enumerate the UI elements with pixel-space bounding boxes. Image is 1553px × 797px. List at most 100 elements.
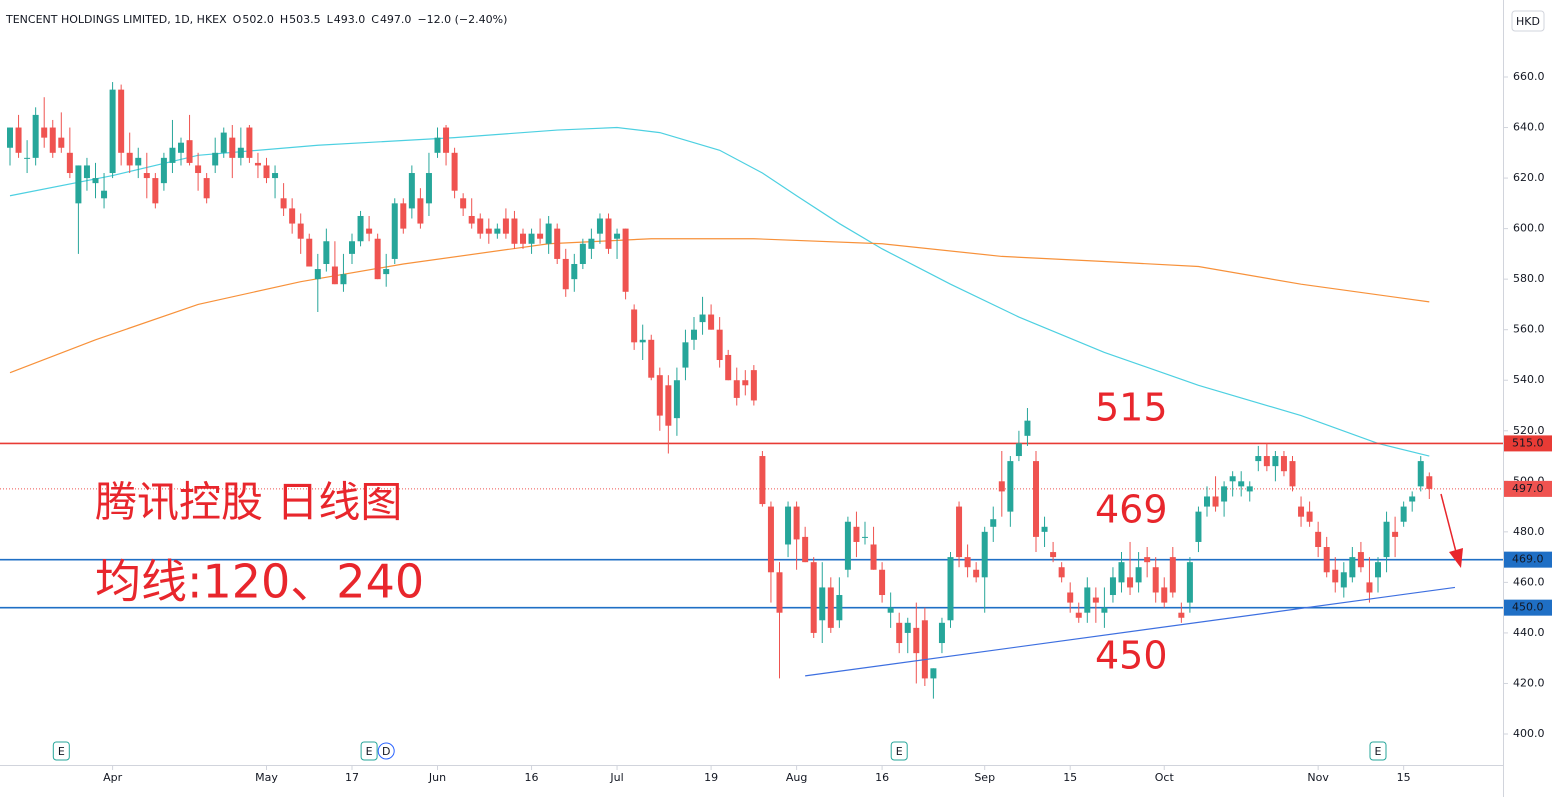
y-tick-label: 660.0 [1513, 70, 1545, 83]
candle-body [537, 233, 544, 239]
candle-body [109, 89, 116, 174]
candle-body [254, 162, 261, 166]
candle-body [836, 595, 843, 621]
candle-body [425, 173, 432, 204]
x-tick-label: Jul [609, 771, 623, 784]
event-badge [1369, 741, 1387, 761]
candle-body [1392, 531, 1399, 537]
candle-body [733, 380, 740, 398]
candle-body [793, 506, 800, 540]
candle-body [451, 152, 458, 191]
candle-body [802, 536, 809, 563]
candle-body [708, 314, 715, 330]
candle-body [545, 223, 552, 244]
candle-body [1169, 557, 1176, 593]
x-tick-label: Nov [1307, 771, 1329, 784]
event-badge [360, 741, 378, 761]
candle-body [24, 157, 31, 159]
y-tick-label: 440.0 [1513, 626, 1545, 639]
candle-body [15, 127, 22, 153]
candle-body [1298, 506, 1305, 517]
candle-body [862, 536, 868, 538]
candle-body [237, 147, 244, 158]
plot: 400.0420.0440.0460.0480.0500.0520.0540.0… [0, 70, 1552, 784]
candle-body [1144, 557, 1151, 563]
header-text: 497.0 [380, 13, 412, 26]
candle-body [682, 342, 689, 368]
event-label: D [382, 745, 390, 758]
candle-body [1280, 456, 1287, 472]
candle-body [434, 137, 441, 153]
y-tick-label: 640.0 [1513, 121, 1545, 134]
annotation: 450 [1095, 634, 1168, 678]
candle-body [1383, 521, 1390, 558]
candle-body [178, 142, 184, 153]
candle-body [1067, 592, 1074, 603]
candle-body [1366, 582, 1373, 593]
candle-body [767, 506, 774, 573]
currency-badge[interactable] [1511, 10, 1545, 32]
price-label-bg [1504, 599, 1552, 616]
candle-body [1306, 511, 1313, 522]
price-label-bg [1504, 435, 1552, 452]
x-tick-label: Apr [103, 771, 123, 784]
candle-body [246, 127, 253, 158]
candle-body [118, 89, 125, 153]
x-tick-label: May [255, 771, 278, 784]
candle-body [947, 557, 954, 621]
candle-body [853, 526, 860, 542]
candle-body [1400, 506, 1407, 522]
candle-body [357, 215, 364, 242]
candle-body [169, 147, 176, 163]
candle-body [349, 241, 355, 254]
price-label: 450.0 [1512, 601, 1544, 614]
x-tick-label: Aug [786, 771, 807, 784]
y-tick-label: 400.0 [1513, 727, 1545, 740]
candle-body [443, 127, 450, 153]
candle-body [1178, 612, 1185, 618]
y-tick-label: 600.0 [1513, 222, 1545, 235]
candle-body [1340, 572, 1347, 588]
candle-body [1084, 587, 1091, 613]
header-text: 493.0 [334, 13, 366, 26]
candle-body [870, 544, 877, 570]
candle-body [374, 238, 381, 280]
candle-body [1101, 607, 1108, 613]
x-tick-label: 15 [1397, 771, 1411, 784]
candle-body [101, 190, 108, 199]
candle-body [1426, 476, 1433, 489]
candle-body [32, 114, 39, 158]
price-label: 515.0 [1512, 436, 1544, 449]
candle-body [579, 243, 586, 264]
candle-body [1289, 461, 1296, 487]
price-label-bg [1504, 480, 1552, 497]
candle-body [468, 215, 475, 224]
candle-body [49, 127, 56, 153]
x-tick-label: 16 [875, 771, 889, 784]
candle-body [750, 370, 757, 401]
price-label: 469.0 [1512, 553, 1544, 566]
candle-body [913, 627, 920, 654]
candle-body [408, 173, 415, 209]
candle-body [716, 329, 723, 361]
candle-body [314, 269, 321, 280]
candle-body [964, 557, 971, 568]
candle-body [1332, 569, 1339, 583]
candle-body [810, 562, 817, 633]
candle-body [1058, 567, 1065, 578]
candle-body [1221, 486, 1228, 502]
candle-body [66, 152, 73, 174]
event-badge [377, 742, 395, 760]
header-text: 503.5 [289, 13, 321, 26]
header-text: 502.0 [242, 13, 274, 26]
candle-body [904, 622, 911, 633]
event-label: E [366, 745, 373, 758]
y-tick-label: 460.0 [1513, 575, 1545, 588]
candle-body [1024, 420, 1031, 436]
x-tick-label: Oct [1155, 771, 1175, 784]
candle-body [477, 218, 484, 234]
candle-body [212, 152, 219, 166]
candle-body [622, 228, 629, 292]
currency: HKD [1516, 15, 1540, 28]
